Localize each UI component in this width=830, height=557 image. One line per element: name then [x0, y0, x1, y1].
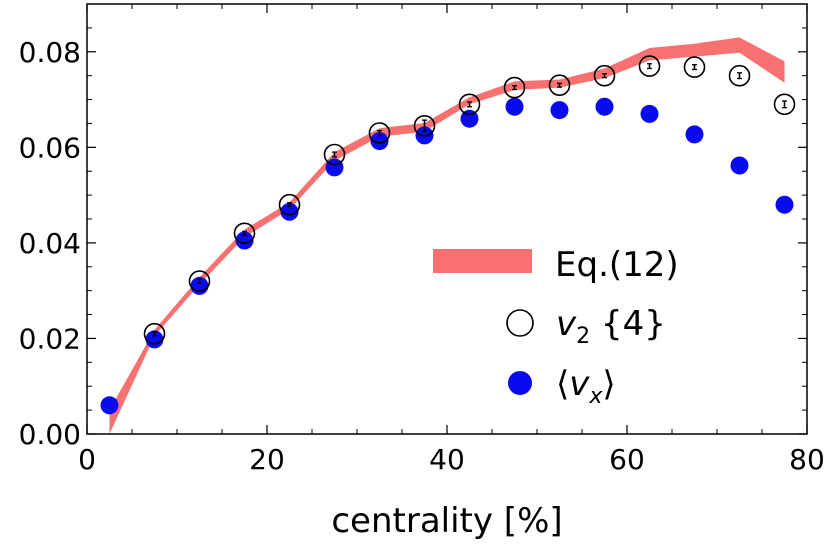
- x-tick-label-4: 80: [789, 443, 825, 476]
- data-layer: [100, 37, 796, 434]
- point-v2-9: [548, 74, 571, 96]
- point-vx-8: [460, 109, 479, 128]
- point-vx-0: [100, 396, 119, 415]
- point-vx-10: [550, 101, 569, 120]
- point-v2-5: [368, 122, 391, 144]
- legend-label-filled-main: v: [569, 364, 590, 404]
- legend-label-band: Eq.(12): [555, 245, 679, 285]
- y-tick-label-4: 0.08: [19, 36, 81, 69]
- plot-area: [100, 37, 796, 434]
- legend-marker-filled-circle: [508, 371, 532, 395]
- legend-label-open-suffix: {4}: [590, 304, 666, 344]
- point-v2-1: [188, 270, 211, 292]
- point-v2-10: [593, 64, 616, 87]
- point-vx-4: [280, 202, 299, 221]
- point-vx-13: [685, 125, 704, 144]
- legend-label-filled-close: ⟩: [602, 364, 615, 404]
- point-v2-2: [233, 222, 256, 245]
- point-vx-14: [730, 156, 749, 175]
- legend-label-filled-circle: ⟨vx⟩: [556, 364, 616, 409]
- legend: Eq.(12) v2 {4} ⟨vx⟩: [433, 245, 679, 409]
- point-vx-9: [505, 97, 524, 116]
- point-v2-3: [278, 193, 301, 216]
- y-tick-label-2: 0.04: [19, 227, 81, 260]
- legend-swatch-band: [433, 249, 532, 273]
- legend-label-open-circle: v2 {4}: [556, 304, 666, 349]
- plot-frame: [86, 3, 808, 435]
- y-tick-label-3: 0.06: [19, 131, 81, 164]
- band-eq12: [109, 37, 785, 434]
- point-v2-4: [323, 143, 346, 166]
- point-v2-13: [728, 64, 751, 87]
- point-v2-7: [458, 93, 481, 116]
- point-v2-8: [503, 76, 526, 99]
- point-v2-0: [143, 322, 166, 345]
- legend-label-filled-open: ⟨: [556, 364, 569, 404]
- point-vx-5: [325, 158, 344, 177]
- legend-label-filled-sub: x: [588, 384, 603, 409]
- point-vx-1: [145, 330, 164, 349]
- x-tick-label-0: 0: [78, 443, 96, 476]
- point-vx-3: [235, 231, 254, 250]
- legend-marker-open-circle: [506, 309, 534, 337]
- y-tick-label-0: 0.00: [19, 418, 81, 451]
- legend-label-open-main: v: [556, 304, 577, 344]
- x-tick-label-1: 20: [249, 443, 285, 476]
- x-tick-label-2: 40: [429, 443, 465, 476]
- point-v2-14: [773, 93, 796, 116]
- point-vx-11: [595, 97, 614, 116]
- x-tick-label-3: 60: [609, 443, 645, 476]
- legend-label-open-sub: 2: [576, 324, 590, 349]
- point-v2-12: [683, 56, 706, 78]
- x-axis-title: centrality [%]: [331, 501, 562, 541]
- axes: 0 20 40 60 80 0.00 0.02 0.04 0.06 0.08 centrality …: [19, 3, 825, 541]
- point-vx-12: [640, 104, 659, 123]
- point-vx-15: [775, 195, 794, 214]
- point-v2-6: [413, 115, 436, 137]
- y-tick-label-1: 0.02: [19, 322, 81, 355]
- point-v2-11: [638, 55, 661, 77]
- point-vx-6: [370, 132, 389, 151]
